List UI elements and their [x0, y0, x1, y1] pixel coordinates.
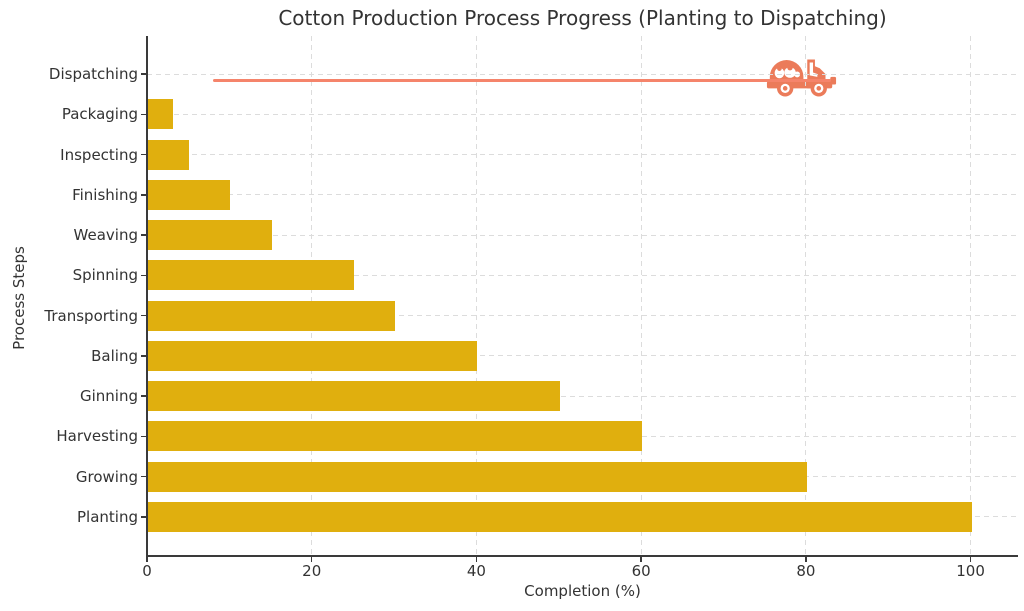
gridline-vertical	[805, 36, 807, 555]
bar-finishing	[148, 179, 231, 210]
y-tick-mark	[140, 113, 146, 116]
gridline-horizontal	[147, 315, 1018, 317]
x-tick-mark	[805, 556, 807, 562]
dispatching-progress-line	[212, 79, 831, 82]
x-tick-label-20: 20	[302, 562, 322, 580]
gridline-horizontal	[147, 154, 1018, 156]
bar-spinning	[148, 260, 354, 291]
gridline-vertical	[640, 36, 642, 555]
y-tick-mark	[140, 73, 146, 75]
y-tick-mark	[140, 194, 146, 196]
y-tick-label-spinning: Spinning	[72, 266, 138, 285]
y-tick-mark	[140, 355, 146, 357]
bar-packaging	[148, 99, 173, 130]
gridline-horizontal	[147, 73, 1018, 75]
x-tick-mark	[969, 556, 972, 562]
bar-baling	[148, 340, 478, 371]
gridline-horizontal	[147, 355, 1018, 357]
gridline-horizontal	[147, 274, 1018, 276]
y-axis-label: Process Steps	[10, 246, 28, 350]
bar-weaving	[148, 220, 272, 251]
y-tick-mark	[140, 435, 146, 438]
bar-transporting	[148, 300, 396, 331]
x-tick-mark	[475, 556, 478, 562]
gridline-horizontal	[147, 113, 1018, 115]
y-tick-label-inspecting: Inspecting	[60, 145, 138, 164]
y-tick-mark	[140, 475, 146, 478]
y-tick-mark	[140, 153, 146, 156]
gridline-vertical	[311, 36, 313, 555]
x-tick-label-60: 60	[631, 562, 651, 580]
y-tick-label-harvesting: Harvesting	[56, 427, 138, 446]
bar-harvesting	[148, 421, 643, 452]
y-tick-label-baling: Baling	[91, 346, 138, 365]
y-axis-spine	[145, 36, 148, 557]
x-tick-label-40: 40	[466, 562, 486, 580]
gridline-horizontal	[147, 194, 1018, 196]
x-tick-label-100: 100	[956, 562, 985, 580]
y-tick-label-planting: Planting	[77, 507, 138, 526]
x-tick-label-0: 0	[142, 562, 152, 580]
x-tick-mark	[640, 556, 642, 562]
y-tick-mark	[140, 395, 146, 397]
y-tick-mark	[140, 516, 146, 518]
gridline-horizontal	[147, 234, 1018, 236]
y-tick-label-ginning: Ginning	[79, 387, 138, 406]
y-tick-mark	[140, 234, 146, 236]
bar-inspecting	[148, 139, 190, 170]
bar-ginning	[148, 381, 560, 412]
bar-planting	[148, 501, 972, 532]
x-axis-label: Completion (%)	[524, 582, 641, 600]
y-tick-label-weaving: Weaving	[73, 226, 138, 245]
x-tick-mark	[146, 556, 148, 562]
y-tick-label-growing: Growing	[75, 467, 138, 486]
x-axis-spine	[145, 554, 1018, 557]
y-tick-mark	[140, 274, 146, 277]
bar-growing	[148, 461, 807, 492]
y-tick-label-transporting: Transporting	[44, 306, 138, 325]
x-tick-mark	[310, 556, 313, 562]
chart-title: Cotton Production Process Progress (Plan…	[278, 6, 887, 30]
y-tick-label-dispatching: Dispatching	[48, 65, 138, 83]
x-tick-label-80: 80	[796, 562, 816, 580]
gridline-horizontal	[147, 395, 1018, 397]
y-tick-label-packaging: Packaging	[61, 105, 138, 124]
y-tick-label-finishing: Finishing	[72, 185, 138, 204]
gridline-vertical	[970, 36, 972, 555]
gridline-vertical	[475, 36, 477, 555]
y-tick-mark	[140, 314, 146, 317]
